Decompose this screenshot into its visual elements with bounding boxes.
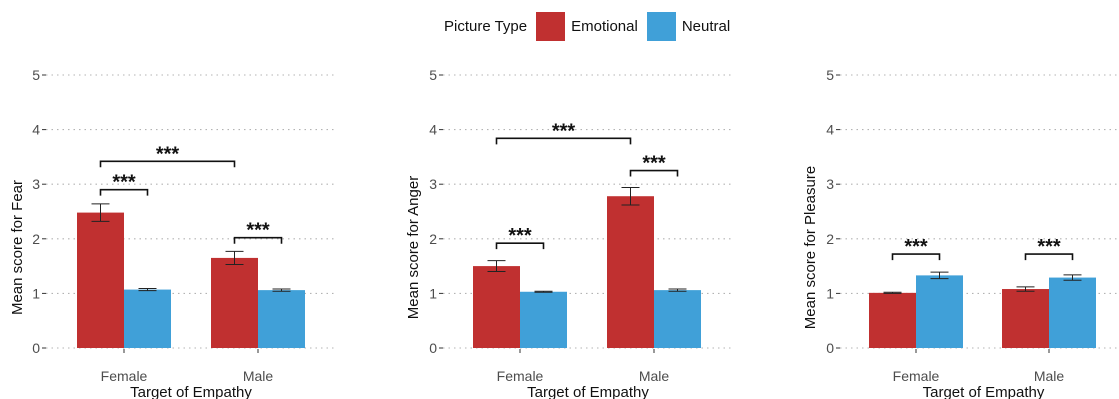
bar-emotional-male xyxy=(211,257,258,348)
significance-bracket xyxy=(1024,253,1074,261)
legend-title: Picture Type xyxy=(444,17,528,35)
y-tick-label: 3 xyxy=(826,176,834,192)
bar-neutral-female xyxy=(520,291,567,348)
legend-swatch-emotional xyxy=(536,11,566,41)
y-tick-label: 4 xyxy=(429,122,437,138)
significance-label: *** xyxy=(156,143,180,165)
bar-emotional-female xyxy=(473,266,520,348)
x-tick-label: Female xyxy=(101,368,148,384)
significance-bracket xyxy=(495,242,545,250)
bar-neutral-male xyxy=(654,290,701,348)
bar-emotional-male xyxy=(1002,289,1049,348)
x-axis-title: Target of Empathy xyxy=(923,384,1045,399)
y-axis-title: Mean score for Pleasure xyxy=(802,166,819,329)
x-tick-label: Male xyxy=(243,368,274,384)
legend-label-emotional: Emotional xyxy=(571,17,638,35)
significance-label: *** xyxy=(112,172,136,194)
legend-item-emotional: Emotional xyxy=(536,11,638,41)
y-tick-label: 0 xyxy=(32,340,40,356)
bar-emotional-female xyxy=(77,212,124,348)
significance-label: *** xyxy=(904,236,928,258)
y-tick-label: 1 xyxy=(429,285,437,301)
significance-bracket xyxy=(891,253,941,261)
significance-bracket xyxy=(99,160,236,168)
significance-label: *** xyxy=(1037,236,1061,258)
significance-label: *** xyxy=(552,120,576,142)
chart-panel-2: 0 1 2 3 4 5 Female Male *** *** *** Target of Empat… xyxy=(405,67,733,399)
y-tick-label: 3 xyxy=(32,176,40,192)
y-tick-label: 2 xyxy=(429,231,437,247)
y-tick-label: 5 xyxy=(32,67,40,83)
significance-bracket xyxy=(629,169,679,177)
chart-panel-1: 0 1 2 3 4 5 Female Male *** *** *** Target of Empat… xyxy=(9,67,336,399)
significance-label: *** xyxy=(508,225,532,247)
chart-panel-3: 0 1 2 3 4 5 Female Male *** *** Target of Empathy M… xyxy=(802,67,1119,399)
significance-bracket xyxy=(495,137,632,145)
y-tick-label: 2 xyxy=(32,231,40,247)
legend-item-neutral: Neutral xyxy=(646,11,731,41)
bar-emotional-male xyxy=(607,196,654,348)
x-tick-label: Female xyxy=(497,368,544,384)
bar-emotional-female xyxy=(869,292,916,348)
x-axis-title: Target of Empathy xyxy=(527,384,649,399)
x-tick-label: Male xyxy=(1034,368,1065,384)
y-tick-label: 4 xyxy=(826,122,834,138)
bar-neutral-female xyxy=(916,275,963,348)
y-tick-label: 1 xyxy=(826,285,834,301)
significance-bracket xyxy=(233,236,283,244)
y-tick-label: 4 xyxy=(32,122,40,138)
significance-label: *** xyxy=(246,220,270,242)
x-tick-label: Female xyxy=(893,368,940,384)
y-axis-title: Mean score for Fear xyxy=(9,180,26,315)
significance-label: *** xyxy=(642,153,666,175)
bar-neutral-male xyxy=(1049,277,1096,348)
y-tick-label: 0 xyxy=(429,340,437,356)
y-tick-label: 0 xyxy=(826,340,834,356)
bar-neutral-male xyxy=(258,290,305,348)
y-tick-label: 5 xyxy=(826,67,834,83)
bar-neutral-female xyxy=(124,289,171,348)
significance-bracket xyxy=(99,188,149,196)
y-tick-label: 5 xyxy=(429,67,437,83)
legend: Picture Type Emotional Neutral xyxy=(444,8,739,44)
x-tick-label: Male xyxy=(639,368,670,384)
y-axis-title: Mean score for Anger xyxy=(405,176,422,319)
y-tick-label: 3 xyxy=(429,176,437,192)
x-axis-title: Target of Empathy xyxy=(130,384,252,399)
legend-label-neutral: Neutral xyxy=(681,17,731,35)
y-tick-label: 2 xyxy=(826,231,834,247)
legend-swatch-neutral xyxy=(646,11,676,41)
y-tick-label: 1 xyxy=(32,285,40,301)
